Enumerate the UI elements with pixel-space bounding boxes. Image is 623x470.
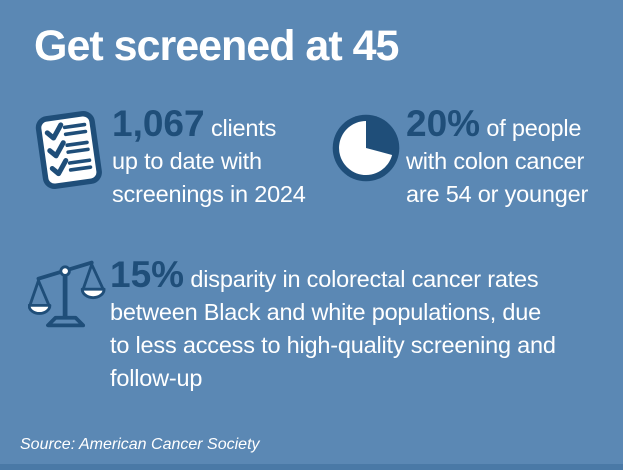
stat-screening-disparity: 15% disparity in colorectal cancer rates… [110, 254, 556, 395]
stat-value: 20% [406, 103, 481, 144]
scales-icon [27, 252, 106, 339]
source-attribution: Source: American Cancer Society [20, 436, 260, 453]
stat-line: with colon cancer [406, 148, 585, 174]
stat-line: up to date with [112, 148, 262, 174]
stat-screened-clients: 1,067 clients up to date with screenings… [112, 103, 306, 211]
stat-line: are 54 or younger [406, 181, 589, 207]
stat-value: 15% [110, 254, 185, 295]
checklist-icon [32, 108, 106, 199]
stat-line: follow-up [110, 365, 203, 391]
footer-accent-bar [0, 464, 623, 470]
stat-value: 1,067 [112, 103, 205, 144]
stat-line: 15% disparity in colorectal cancer rates [110, 254, 539, 295]
stat-line: between Black and white populations, due [110, 299, 541, 325]
stat-line: 1,067 clients [112, 103, 277, 144]
page-title: Get screened at 45 [34, 22, 399, 70]
stat-line: 20% of people [406, 103, 582, 144]
pie-chart-icon [330, 112, 402, 189]
stat-line: to less access to high-quality screening… [110, 332, 556, 358]
stat-line: screenings in 2024 [112, 181, 306, 207]
stat-colon-cancer-age: 20% of people with colon cancer are 54 o… [406, 103, 589, 211]
